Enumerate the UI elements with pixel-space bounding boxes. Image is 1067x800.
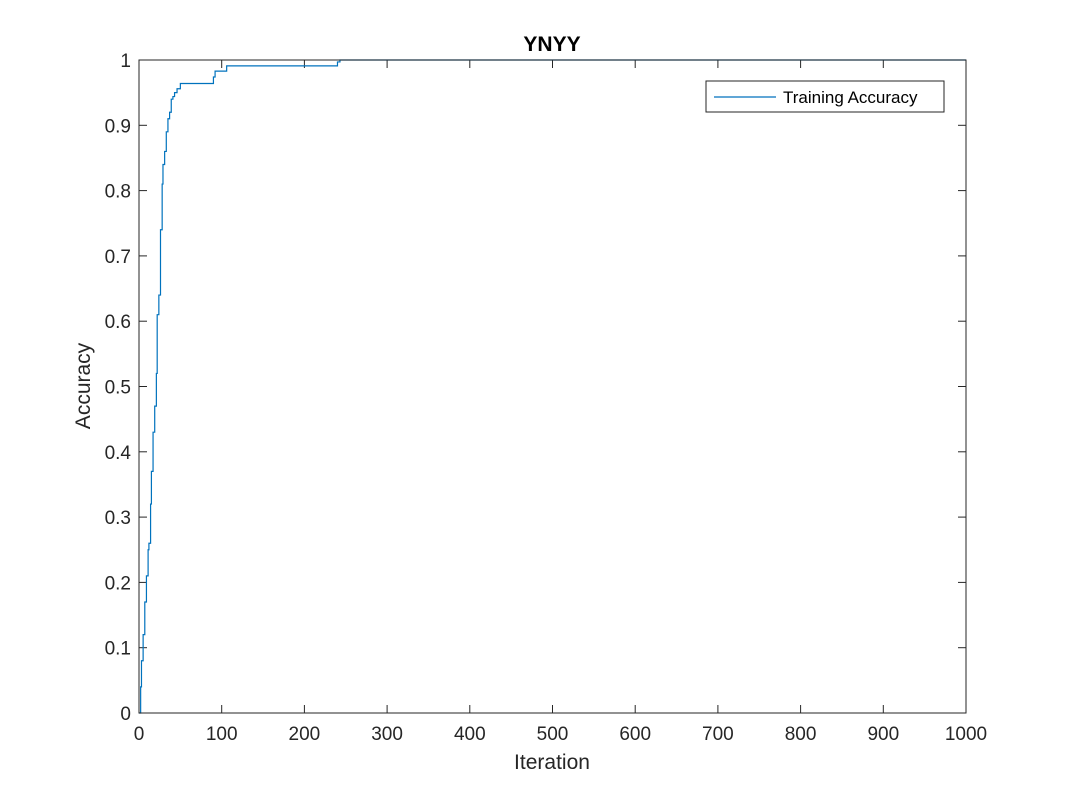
legend: Training Accuracy xyxy=(705,80,945,113)
y-tick-label: 0.8 xyxy=(105,182,131,203)
x-tick-label: 800 xyxy=(785,724,817,745)
x-tick-label: 500 xyxy=(537,724,569,745)
y-tick-label: 0.3 xyxy=(105,508,131,529)
x-axis-title: Iteration xyxy=(514,751,590,774)
y-tick-label: 0.7 xyxy=(105,247,131,268)
x-tick-label: 200 xyxy=(289,724,321,745)
y-tick-label: 0 xyxy=(120,704,131,725)
x-tick-label: 300 xyxy=(371,724,403,745)
tick-labels: 0 100 200 300 400 500 600 700 800 900 1000 0 0.1 0.2 0… xyxy=(105,51,988,745)
y-tick-label: 0.6 xyxy=(105,312,131,333)
chart-title: YNYY xyxy=(523,33,580,56)
y-tick-label: 0.1 xyxy=(105,639,131,660)
axes-box xyxy=(138,59,967,714)
x-tick-label: 1000 xyxy=(945,724,987,745)
series-line-training-accuracy xyxy=(139,59,966,714)
x-tick-label: 600 xyxy=(619,724,651,745)
x-tick-label: 400 xyxy=(454,724,486,745)
y-tick-label: 1 xyxy=(120,51,131,72)
y-tick-label: 0.4 xyxy=(105,443,132,464)
y-tick-label: 0.2 xyxy=(105,573,131,594)
x-tick-label: 900 xyxy=(867,724,899,745)
x-tick-label: 700 xyxy=(702,724,734,745)
x-tick-label: 100 xyxy=(206,724,238,745)
axes-background xyxy=(139,60,966,713)
y-axis-title: Accuracy xyxy=(72,342,95,429)
x-tick-label: 0 xyxy=(134,724,145,745)
y-tick-label: 0.9 xyxy=(105,116,131,137)
y-tick-label: 0.5 xyxy=(105,378,131,399)
legend-label: Training Accuracy xyxy=(783,88,918,107)
